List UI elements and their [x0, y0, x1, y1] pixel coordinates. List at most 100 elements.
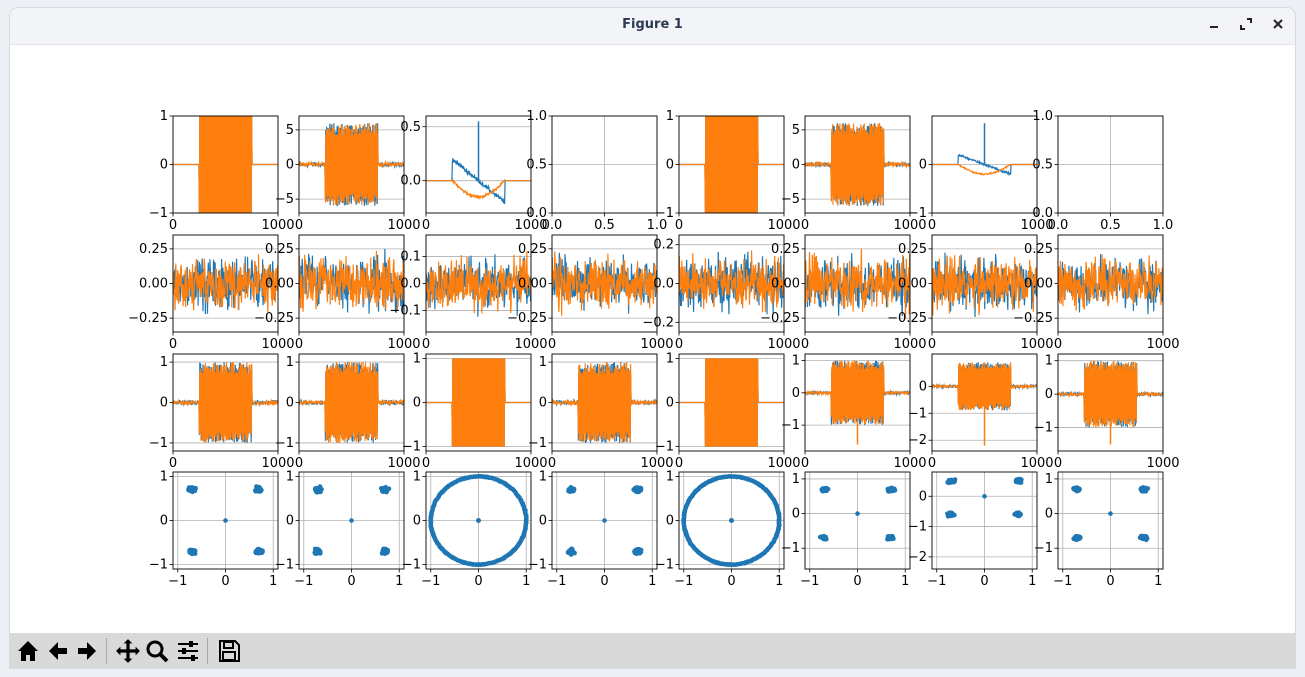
- series-line: [679, 250, 784, 313]
- x-tick-label: 0: [928, 456, 936, 471]
- series-group: [173, 362, 278, 443]
- back-icon[interactable]: [44, 637, 72, 665]
- y-tick-label: 0: [666, 514, 674, 529]
- subplot-r4-c1: 1 0 −1−1 0 1: [149, 469, 279, 589]
- x-tick-label: 1000: [1020, 337, 1053, 352]
- save-icon[interactable]: [215, 637, 243, 665]
- x-tick-label: 0: [801, 456, 809, 471]
- scatter-point: [822, 535, 827, 541]
- y-tick-label: −5: [275, 192, 294, 207]
- minimize-icon[interactable]: [1204, 16, 1224, 36]
- y-tick-label: 1: [160, 109, 168, 124]
- x-tick-label: 1: [775, 574, 783, 589]
- configure-subplots-icon[interactable]: [174, 637, 202, 665]
- axes-frame: [172, 353, 279, 452]
- y-tick-label: 0: [919, 158, 927, 173]
- y-tick-label: −1: [149, 436, 168, 451]
- y-tick-label: 0: [286, 396, 294, 411]
- axes-frame: [1057, 353, 1164, 452]
- series-line: [426, 358, 531, 447]
- series-group: [932, 362, 1037, 446]
- subplot-r4-c6: 1 0 −1 −1 0 1: [781, 471, 911, 589]
- series-line: [805, 360, 910, 425]
- axes-frame: [678, 353, 785, 452]
- x-tick-label: 0: [675, 337, 683, 352]
- scatter-point: [1143, 534, 1149, 540]
- scatter-point: [223, 518, 228, 523]
- subplot-r2-c6: 0.250.00−0.250 1000: [760, 234, 927, 352]
- close-icon[interactable]: [1268, 16, 1288, 36]
- series-group: [1058, 254, 1163, 315]
- x-tick-label: 1: [269, 574, 277, 589]
- x-tick-label: 1000: [261, 456, 294, 471]
- y-tick-label: −0.25: [128, 311, 168, 326]
- x-tick-label: 0: [347, 574, 355, 589]
- scatter-point: [382, 549, 387, 555]
- axes-frame: [298, 234, 405, 333]
- scatter-point: [886, 487, 892, 492]
- y-tick-label: 0.5: [400, 120, 421, 135]
- y-tick-label: 0.25: [265, 242, 294, 257]
- y-tick-label: 0: [919, 489, 927, 504]
- y-tick-label: 0: [539, 514, 547, 529]
- series-group: [679, 358, 784, 447]
- scatter-point: [636, 546, 642, 552]
- x-tick-label: 0.5: [594, 218, 615, 233]
- x-tick-label: 1: [1028, 574, 1036, 589]
- y-tick-label: −1: [655, 558, 674, 573]
- axes-frame: [678, 234, 785, 333]
- y-tick-label: 0.0: [400, 277, 421, 292]
- y-tick-label: −1: [908, 406, 927, 421]
- subplot-r3-c4: 10−10 1000: [528, 353, 674, 471]
- subplot-r2-c3: 0.10.0−0.10 1000: [389, 234, 548, 352]
- scatter-point: [253, 489, 259, 494]
- x-tick-label: 1: [1154, 574, 1162, 589]
- subplot-r4-c3: 1 0 −1−1 0 1: [402, 469, 532, 589]
- y-tick-label: −1: [908, 206, 927, 221]
- x-tick-label: 0: [548, 337, 556, 352]
- y-tick-label: 1: [792, 472, 800, 487]
- y-tick-label: 0: [286, 514, 294, 529]
- window-title: Figure 1: [622, 17, 683, 32]
- series-group: [679, 116, 784, 213]
- series-line: [552, 362, 657, 443]
- scatter-point: [318, 489, 323, 495]
- y-tick-label: 0: [792, 386, 800, 401]
- y-tick-label: 5: [792, 123, 800, 138]
- y-tick-label: −5: [781, 192, 800, 207]
- pan-icon[interactable]: [114, 637, 142, 665]
- maximize-icon[interactable]: [1236, 16, 1256, 36]
- x-tick-label: 0: [1054, 456, 1062, 471]
- subplot-r3-c5: 10−10 1000: [655, 351, 801, 471]
- y-tick-label: 0.00: [139, 277, 168, 292]
- x-tick-label: 1000: [1020, 218, 1053, 233]
- x-tick-label: −1: [800, 574, 819, 589]
- scatter-point: [1145, 486, 1151, 491]
- series-group: [1058, 360, 1163, 445]
- series-line: [173, 116, 278, 213]
- forward-icon[interactable]: [73, 637, 101, 665]
- title-bar[interactable]: Figure 1: [10, 8, 1295, 45]
- x-tick-label: 1: [395, 574, 403, 589]
- y-tick-label: 0.0: [1032, 206, 1053, 221]
- series-line: [805, 253, 910, 317]
- scatter-point: [892, 488, 898, 493]
- series-group: [805, 360, 910, 445]
- x-tick-label: 1000: [1146, 337, 1179, 352]
- scatter-point: [891, 536, 896, 541]
- axes-frame: [1057, 234, 1164, 333]
- axes-frame: [425, 234, 532, 333]
- y-tick-label: 0.25: [518, 242, 547, 257]
- y-tick-label: 0: [919, 379, 927, 394]
- x-tick-label: 0: [727, 574, 735, 589]
- y-tick-label: 1: [792, 353, 800, 368]
- scatter-point: [982, 493, 987, 499]
- x-tick-label: −1: [1053, 574, 1072, 589]
- subplot-r3-c1: 10−10 1000: [149, 353, 295, 471]
- zoom-icon[interactable]: [143, 637, 171, 665]
- home-icon[interactable]: [14, 637, 42, 665]
- x-tick-label: 0: [169, 337, 177, 352]
- y-tick-label: 0.00: [771, 277, 800, 292]
- subplot-r3-c2: 10−10 1000: [275, 353, 421, 471]
